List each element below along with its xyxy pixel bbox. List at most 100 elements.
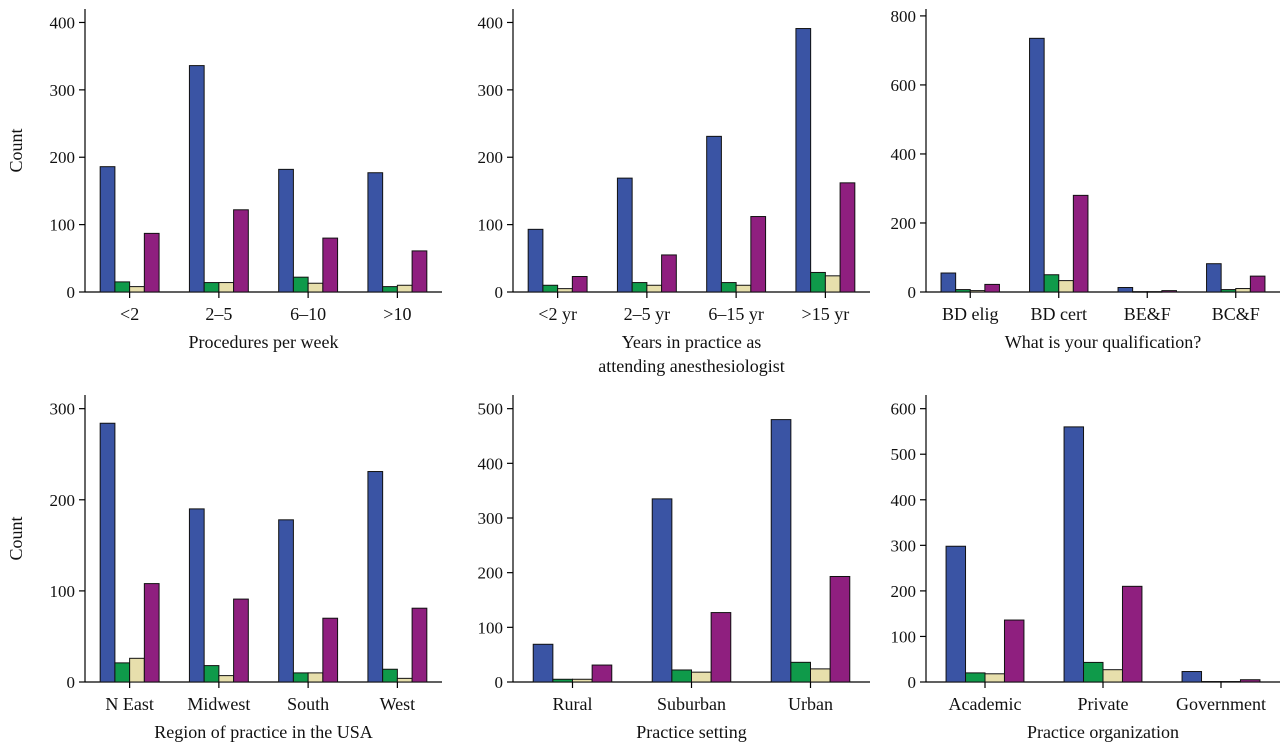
- x-axis-label: What is your qualification?: [1005, 332, 1201, 352]
- y-tick-label: 200: [50, 491, 76, 510]
- x-tick-label: 2–5: [205, 304, 232, 324]
- bar: [810, 271, 826, 293]
- bar: [1146, 291, 1163, 293]
- bar: [735, 284, 752, 293]
- chart-panel-6: 0 100 200 300 400 500 600 Academic Private Govern…: [891, 395, 1280, 742]
- y-axis-label: Count: [6, 128, 26, 172]
- bar: [292, 276, 309, 293]
- y-tick-label: 100: [50, 216, 76, 235]
- bar: [322, 617, 339, 683]
- bar: [532, 643, 554, 683]
- y-tick-label: 800: [891, 7, 917, 26]
- x-axis-label: Practice setting: [636, 722, 746, 742]
- bar: [750, 216, 767, 293]
- y-tick-label: 0: [908, 673, 917, 692]
- y-tick-label: 400: [891, 145, 917, 164]
- x-tick-label: >15 yr: [802, 304, 850, 324]
- bar: [955, 289, 971, 293]
- y-tick-label: 300: [478, 509, 504, 528]
- bar: [322, 237, 339, 293]
- bar: [233, 209, 249, 293]
- bar: [1029, 37, 1045, 293]
- y-tick-label: 300: [478, 81, 504, 100]
- bar: [1239, 679, 1261, 683]
- bar: [396, 284, 413, 293]
- bar: [382, 668, 398, 683]
- bar: [940, 272, 957, 293]
- chart-panel-3: 0 200 400 600 800 BD elig BD cert BE&F BC&F What …: [891, 7, 1280, 352]
- y-tick-label: 400: [891, 491, 917, 510]
- y-tick-label: 0: [67, 673, 76, 692]
- bar: [1201, 681, 1222, 683]
- bar: [1181, 671, 1203, 683]
- bar: [527, 228, 544, 293]
- bar: [1058, 280, 1074, 293]
- bar: [1220, 289, 1237, 293]
- bar: [114, 281, 131, 293]
- bar: [188, 65, 205, 293]
- y-tick-label: 200: [478, 564, 504, 583]
- x-tick-label: 6–15 yr: [708, 304, 764, 324]
- bar: [1249, 275, 1266, 293]
- bar: [307, 672, 324, 683]
- x-tick-label: BD cert: [1031, 304, 1087, 324]
- x-tick-label: <2 yr: [538, 304, 577, 324]
- bar: [1063, 426, 1085, 683]
- bar: [307, 282, 324, 293]
- y-tick-label: 600: [891, 400, 917, 419]
- bar: [233, 598, 249, 683]
- y-axis-label: Count: [6, 516, 26, 560]
- bar: [691, 671, 712, 683]
- bar: [542, 284, 559, 293]
- bar: [965, 672, 986, 683]
- bar: [1003, 619, 1025, 683]
- bar: [810, 668, 831, 683]
- bar: [646, 284, 663, 293]
- bar: [99, 422, 116, 683]
- bar: [1083, 661, 1104, 683]
- y-tick-label: 500: [478, 400, 504, 419]
- bar: [651, 498, 673, 683]
- bar: [382, 286, 398, 293]
- y-tick-label: 200: [478, 148, 504, 167]
- y-tick-label: 600: [891, 76, 917, 95]
- y-tick-label: 100: [50, 582, 76, 601]
- x-tick-label: Suburban: [657, 694, 726, 714]
- bar: [218, 282, 235, 293]
- x-tick-label: South: [287, 694, 329, 714]
- bar: [1043, 274, 1060, 293]
- bar: [710, 612, 732, 683]
- bar: [411, 250, 428, 293]
- bar: [631, 282, 648, 293]
- bar: [114, 662, 131, 683]
- bar: [984, 673, 1005, 683]
- bar: [969, 290, 986, 293]
- x-tick-label: BC&F: [1212, 304, 1260, 324]
- bar: [984, 283, 1000, 293]
- bar: [1132, 291, 1148, 293]
- chart-panel-2: 0 100 200 300 400 <2 yr 2–5 yr 6–15 yr >15 yr Yea…: [478, 9, 870, 376]
- y-tick-label: 200: [891, 214, 917, 233]
- bar: [367, 172, 384, 293]
- chart-panel-5: 0 100 200 300 400 500 Rural Suburban Urban Practi…: [478, 395, 870, 742]
- bar: [143, 232, 160, 293]
- bar: [1117, 287, 1134, 293]
- x-tick-label: Rural: [553, 694, 593, 714]
- bar: [795, 28, 812, 293]
- x-axis-label: Practice organization: [1027, 722, 1179, 742]
- y-tick-label: 400: [478, 13, 504, 32]
- y-tick-label: 300: [50, 81, 76, 100]
- x-tick-label: Urban: [788, 694, 833, 714]
- chart-panel-4: 0 100 200 300 N East Midwest South West Region o…: [6, 395, 442, 742]
- y-tick-label: 0: [908, 283, 917, 302]
- bar: [1121, 585, 1143, 683]
- bar: [203, 282, 220, 293]
- bar: [1102, 669, 1123, 683]
- bar: [367, 471, 384, 683]
- bar: [188, 508, 205, 683]
- bar: [706, 135, 722, 293]
- bar: [1206, 263, 1222, 293]
- x-axis-label: attending anesthesiologist: [598, 356, 784, 376]
- bar: [829, 575, 851, 683]
- bar: [671, 669, 692, 683]
